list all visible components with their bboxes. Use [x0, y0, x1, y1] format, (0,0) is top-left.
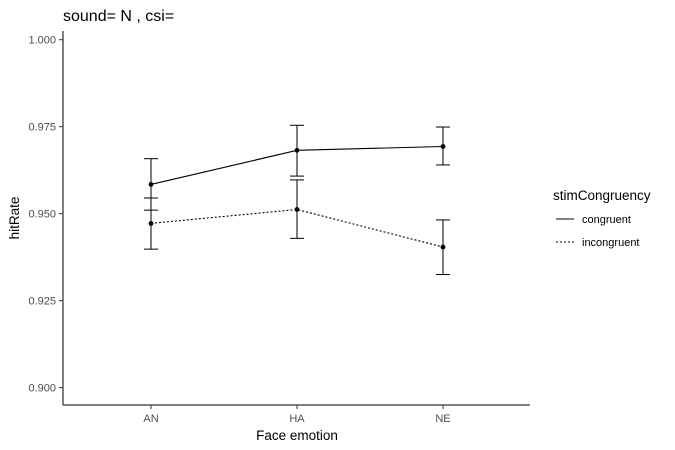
series-line-incongruent — [150, 208, 444, 248]
x-ticks: AN HA NE — [143, 405, 451, 425]
y-tick-label: 0.975 — [28, 122, 56, 134]
y-ticks: 0.900 0.925 0.950 0.975 1.000 — [28, 35, 63, 395]
y-tick-label: 0.950 — [28, 209, 56, 221]
y-tick-label: 1.000 — [28, 35, 56, 47]
data-point-congruent — [294, 147, 300, 153]
y-axis-title: hitRate — [7, 197, 22, 240]
x-tick-label: HA — [289, 413, 305, 425]
data-point-incongruent — [294, 207, 300, 212]
legend-items: congruent incongruent — [556, 214, 640, 249]
legend-label-congruent: congruent — [582, 214, 631, 226]
chart-title: sound= N , csi= — [63, 8, 174, 25]
data-point-incongruent — [148, 220, 154, 226]
x-axis-title: Face emotion — [256, 428, 338, 443]
legend: stimCongruency congruent incongruent — [553, 188, 651, 249]
legend-title: stimCongruency — [553, 188, 651, 203]
series-layer — [144, 124, 450, 276]
y-tick-label: 0.900 — [28, 383, 56, 395]
data-point-congruent — [440, 144, 446, 149]
data-point-congruent — [148, 182, 154, 187]
data-point-incongruent — [440, 244, 446, 250]
y-tick-label: 0.925 — [28, 296, 56, 308]
x-tick-label: NE — [435, 413, 450, 425]
x-tick-label: AN — [143, 413, 158, 425]
legend-label-incongruent: incongruent — [582, 237, 640, 249]
